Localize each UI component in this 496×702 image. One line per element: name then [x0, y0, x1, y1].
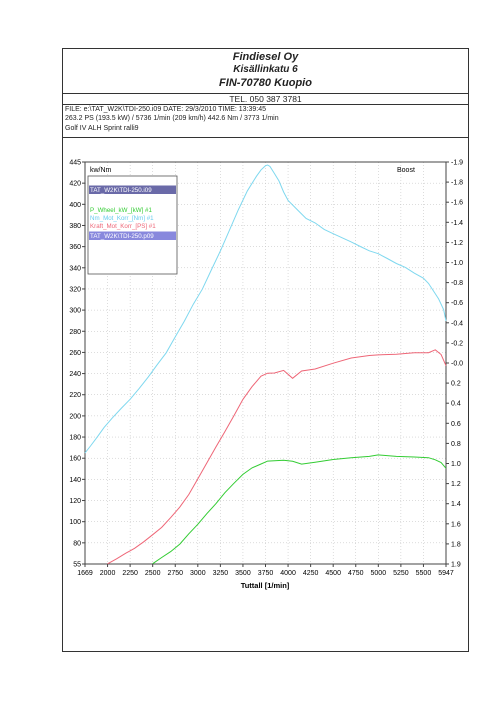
- x-tick-label: 5250: [393, 570, 409, 577]
- right-tick-label: 1.8: [451, 541, 461, 548]
- legend-entry[interactable]: Nm_Mot_Korr_[Nm] #1: [90, 215, 154, 222]
- series-line: [152, 454, 447, 565]
- x-tick-label: 4750: [348, 570, 364, 577]
- right-tick-label: 0.6: [451, 421, 461, 428]
- x-tick-label: 4500: [325, 570, 341, 577]
- x-tick-label: 5947: [438, 570, 454, 577]
- right-axis-ticks: -1.9 -1.8 -1.6 -1.4 -1.2 -1.0 -0.8 -0.6 -0.4 -0.2…: [446, 160, 463, 569]
- x-tick-label: 3500: [235, 570, 251, 577]
- vehicle-info: Golf IV ALH Sprint ralli9: [65, 125, 139, 132]
- company-city: FIN-70780 Kuopio: [219, 77, 312, 89]
- power-summary: 263.2 PS (193.5 kW) / 5736 1/min (209 km…: [65, 115, 279, 122]
- x-tick-label: 2250: [122, 570, 138, 577]
- left-tick-label: 120: [69, 498, 81, 505]
- left-tick-label: 320: [69, 286, 81, 293]
- left-tick-label: 360: [69, 244, 81, 251]
- left-tick-label: 180: [69, 435, 81, 442]
- left-axis-ticks: 445 420 400 380 360 340 320 300 280 260 240 220 200 1…: [69, 160, 85, 569]
- left-tick-label: 340: [69, 265, 81, 272]
- left-tick-label: 100: [69, 519, 81, 526]
- series-lines: [84, 164, 447, 565]
- right-tick-label: -1.4: [451, 220, 463, 227]
- y-left-label: kw/Nm: [90, 167, 112, 174]
- right-tick-label: 0.8: [451, 441, 461, 448]
- right-tick-label: 1.6: [451, 521, 461, 528]
- right-tick-label: -0.6: [451, 300, 463, 307]
- company-header: Findiesel Oy Kisällinkatu 6 FIN-70780 Ku…: [63, 49, 468, 94]
- legend-entry[interactable]: TAT_W2K\TDI-250.p09: [90, 233, 154, 240]
- legend-entry[interactable]: P_Wheel_kW_[kW] #1: [90, 207, 152, 214]
- x-tick-label: 5500: [416, 570, 432, 577]
- y-right-label: Boost: [397, 167, 415, 174]
- x-tick-label: 3000: [190, 570, 206, 577]
- left-tick-label: 400: [69, 202, 81, 209]
- x-tick-label: 5000: [371, 570, 387, 577]
- left-tick-label: 300: [69, 308, 81, 315]
- right-tick-label: 1.2: [451, 481, 461, 488]
- right-tick-label: -0.0: [451, 361, 463, 368]
- left-tick-label: 55: [73, 562, 81, 569]
- x-tick-label: 4250: [303, 570, 319, 577]
- right-tick-label: 1.4: [451, 501, 461, 508]
- legend-highlight: [89, 185, 176, 194]
- x-axis-ticks: 1669 2000 2250 2500 2750 3000 3250 3500 3750 4000…: [77, 564, 454, 577]
- company-name: Findiesel Oy: [232, 51, 299, 63]
- legend-entry[interactable]: Kraft_Mot_Korr_[PS] #1: [90, 223, 156, 230]
- x-tick-label: 3250: [213, 570, 229, 577]
- right-tick-label: 1.9: [451, 562, 461, 569]
- left-tick-label: 240: [69, 371, 81, 378]
- left-tick-label: 200: [69, 413, 81, 420]
- x-tick-label: 2500: [145, 570, 161, 577]
- right-tick-label: -1.2: [451, 240, 463, 247]
- x-tick-label: 1669: [77, 570, 93, 577]
- left-tick-label: 280: [69, 329, 81, 336]
- right-tick-label: 1.0: [451, 461, 461, 468]
- left-tick-label: 140: [69, 477, 81, 484]
- series-line: [107, 349, 447, 565]
- company-tel: TEL. 050 387 3781: [63, 94, 468, 105]
- company-street: Kisällinkatu 6: [233, 64, 298, 75]
- x-axis-title: Tuttall [1/min]: [241, 581, 290, 590]
- x-tick-label: 2750: [167, 570, 183, 577]
- x-tick-label: 4000: [280, 570, 296, 577]
- right-tick-label: -0.4: [451, 320, 463, 327]
- legend-entry[interactable]: TAT_W2K\TDI-250.i09: [90, 187, 152, 194]
- x-tick-label: 2000: [100, 570, 116, 577]
- header-divider: [63, 137, 468, 138]
- left-tick-label: 445: [69, 160, 81, 167]
- right-tick-label: -0.2: [451, 340, 463, 347]
- left-tick-label: 380: [69, 223, 81, 230]
- right-tick-label: 0.2: [451, 381, 461, 388]
- left-tick-label: 220: [69, 392, 81, 399]
- legend: TAT_W2K\TDI-250.i09 P_Wheel_kW_[kW] #1Nm_…: [87, 175, 178, 275]
- right-tick-label: -1.0: [451, 260, 463, 267]
- right-tick-label: -1.6: [451, 200, 463, 207]
- legend-highlight: [89, 231, 176, 240]
- right-tick-label: -1.8: [451, 180, 463, 187]
- right-tick-label: -1.9: [451, 160, 463, 167]
- left-tick-label: 260: [69, 350, 81, 357]
- left-tick-label: 160: [69, 456, 81, 463]
- x-tick-label: 3750: [258, 570, 274, 577]
- left-tick-label: 80: [73, 540, 81, 547]
- file-info: FILE: e:\TAT_W2K\TDI-250.i09 DATE: 29/3/…: [65, 106, 267, 113]
- right-tick-label: -0.8: [451, 280, 463, 287]
- series-line: [84, 164, 447, 454]
- left-tick-label: 420: [69, 181, 81, 188]
- right-tick-label: 0.4: [451, 401, 461, 408]
